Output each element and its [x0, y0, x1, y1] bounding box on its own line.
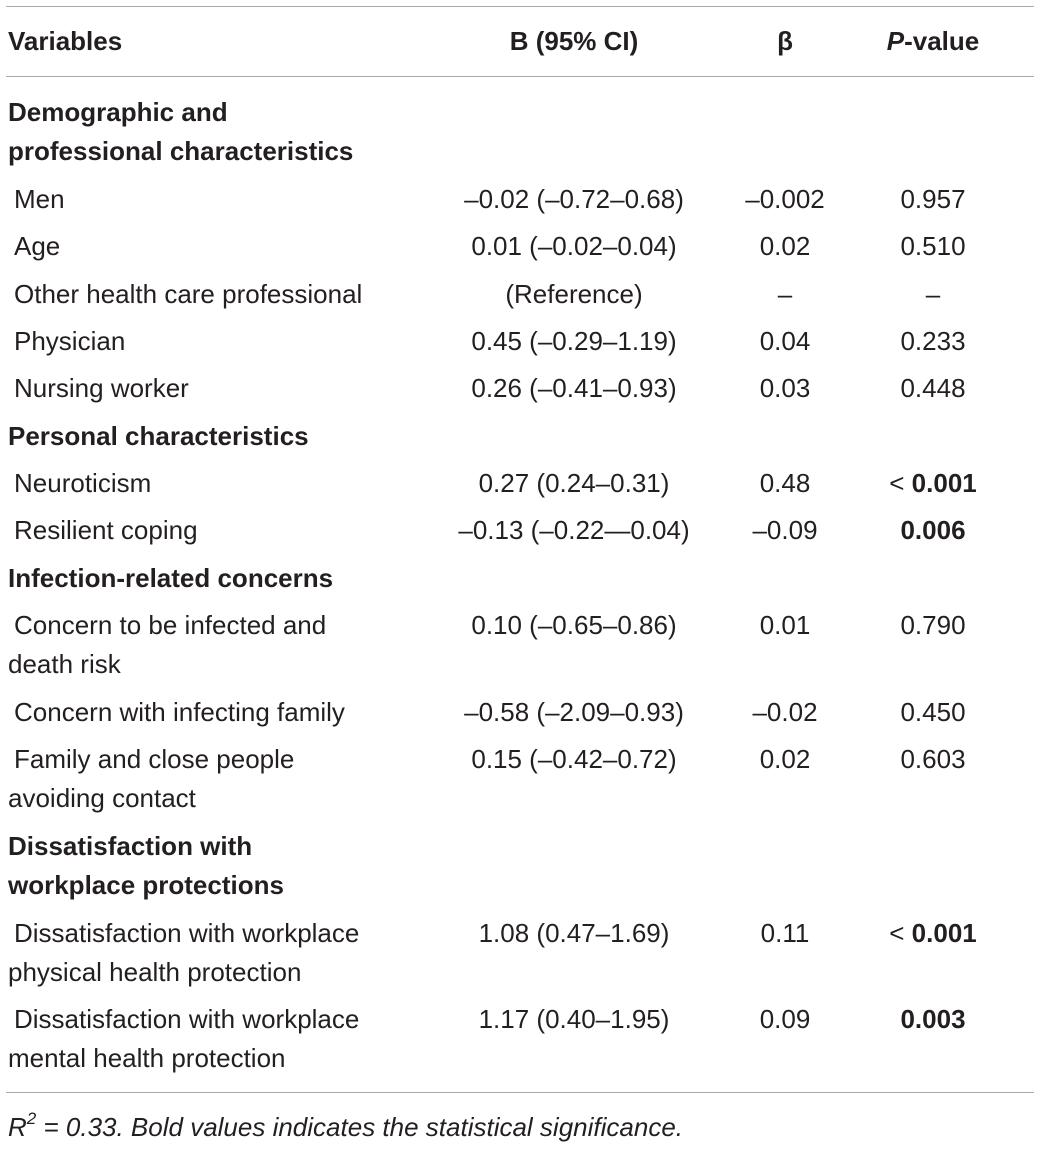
row-b-ci: 0.01 (–0.02–0.04) [471, 231, 677, 261]
row-label-line1: Dissatisfaction with workplace [14, 918, 360, 948]
row-beta: –0.002 [745, 184, 825, 214]
row-label: Age [14, 231, 61, 261]
header-b-ci: B (95% CI) [509, 26, 639, 56]
row-beta: 0.02 [759, 744, 811, 774]
row-p-value: 0.957 [900, 184, 966, 214]
row-label-line2: physical health protection [8, 957, 302, 987]
section-title: Infection-related concerns [8, 563, 334, 593]
row-b-ci: 0.45 (–0.29–1.19) [471, 326, 677, 356]
row-beta: – [777, 279, 793, 309]
row-b-ci: –0.58 (–2.09–0.93) [464, 697, 684, 727]
p-value-bold: 0.001 [911, 468, 977, 498]
p-value-bold: 0.001 [911, 918, 977, 948]
header-p-rest: -value [904, 26, 980, 56]
row-label: Nursing worker [14, 373, 189, 403]
table-footnote: R2 = 0.33. Bold values indicates the sta… [8, 1109, 683, 1145]
header-rule [6, 76, 1034, 77]
row-b-ci: 0.27 (0.24–0.31) [478, 468, 670, 498]
section-title: Dissatisfaction with [8, 831, 253, 861]
footnote-r: R [8, 1112, 27, 1142]
row-label-line2: avoiding contact [8, 783, 196, 813]
row-label-line2: mental health protection [8, 1043, 286, 1073]
row-label: Other health care professional [14, 279, 363, 309]
row-beta: 0.09 [759, 1004, 811, 1034]
row-label: Physician [14, 326, 126, 356]
less-than-sign: < [889, 918, 905, 948]
row-beta: –0.09 [752, 515, 818, 545]
row-b-ci: 0.26 (–0.41–0.93) [471, 373, 677, 403]
row-label: Concern with infecting family [14, 697, 345, 727]
row-label-line1: Dissatisfaction with workplace [14, 1004, 360, 1034]
row-beta: 0.03 [759, 373, 811, 403]
top-rule [6, 6, 1034, 7]
section-title: professional characteristics [8, 136, 354, 166]
section-title: Demographic and [8, 97, 228, 127]
bottom-rule [6, 1092, 1034, 1093]
row-p-value: 0.233 [900, 326, 966, 356]
row-p-value: < 0.001 [889, 914, 977, 953]
row-p-value: 0.790 [900, 610, 966, 640]
row-p-value: 0.448 [900, 373, 966, 403]
row-label-line1: Family and close people [14, 744, 295, 774]
header-p-value: P-value [887, 22, 980, 61]
header-variables: Variables [8, 26, 123, 56]
row-label: Neuroticism [14, 468, 152, 498]
row-label-line2: death risk [8, 649, 121, 679]
footnote-superscript: 2 [26, 1109, 37, 1128]
footnote-text: = 0.33. Bold values indicates the statis… [36, 1112, 683, 1142]
row-p-value: < 0.001 [889, 464, 977, 503]
header-p-italic: P [886, 26, 905, 56]
section-title: Personal characteristics [8, 421, 309, 451]
row-beta: 0.01 [759, 610, 811, 640]
row-beta: –0.02 [752, 697, 818, 727]
row-label-line1: Concern to be infected and [14, 610, 327, 640]
row-label: Resilient coping [14, 515, 198, 545]
row-beta: 0.02 [759, 231, 811, 261]
row-b-ci: –0.13 (–0.22—0.04) [458, 515, 690, 545]
row-label: Men [14, 184, 65, 214]
row-b-ci: (Reference) [505, 279, 643, 309]
p-value-bold: 0.003 [900, 1004, 966, 1034]
row-b-ci: 0.15 (–0.42–0.72) [471, 744, 677, 774]
row-p-value: 0.603 [900, 744, 966, 774]
row-b-ci: 0.10 (–0.65–0.86) [471, 610, 677, 640]
row-b-ci: 1.08 (0.47–1.69) [478, 918, 670, 948]
row-b-ci: 1.17 (0.40–1.95) [478, 1004, 670, 1034]
less-than-sign: < [889, 468, 905, 498]
row-p-value: 0.510 [900, 231, 966, 261]
row-beta: 0.04 [759, 326, 811, 356]
row-beta: 0.48 [759, 468, 811, 498]
header-beta: β [777, 26, 793, 56]
p-value-bold: 0.006 [900, 515, 966, 545]
row-p-value: 0.450 [900, 697, 966, 727]
section-title: workplace protections [8, 870, 284, 900]
row-b-ci: –0.02 (–0.72–0.68) [464, 184, 684, 214]
row-p-value: – [925, 279, 941, 309]
row-beta: 0.11 [760, 918, 810, 948]
